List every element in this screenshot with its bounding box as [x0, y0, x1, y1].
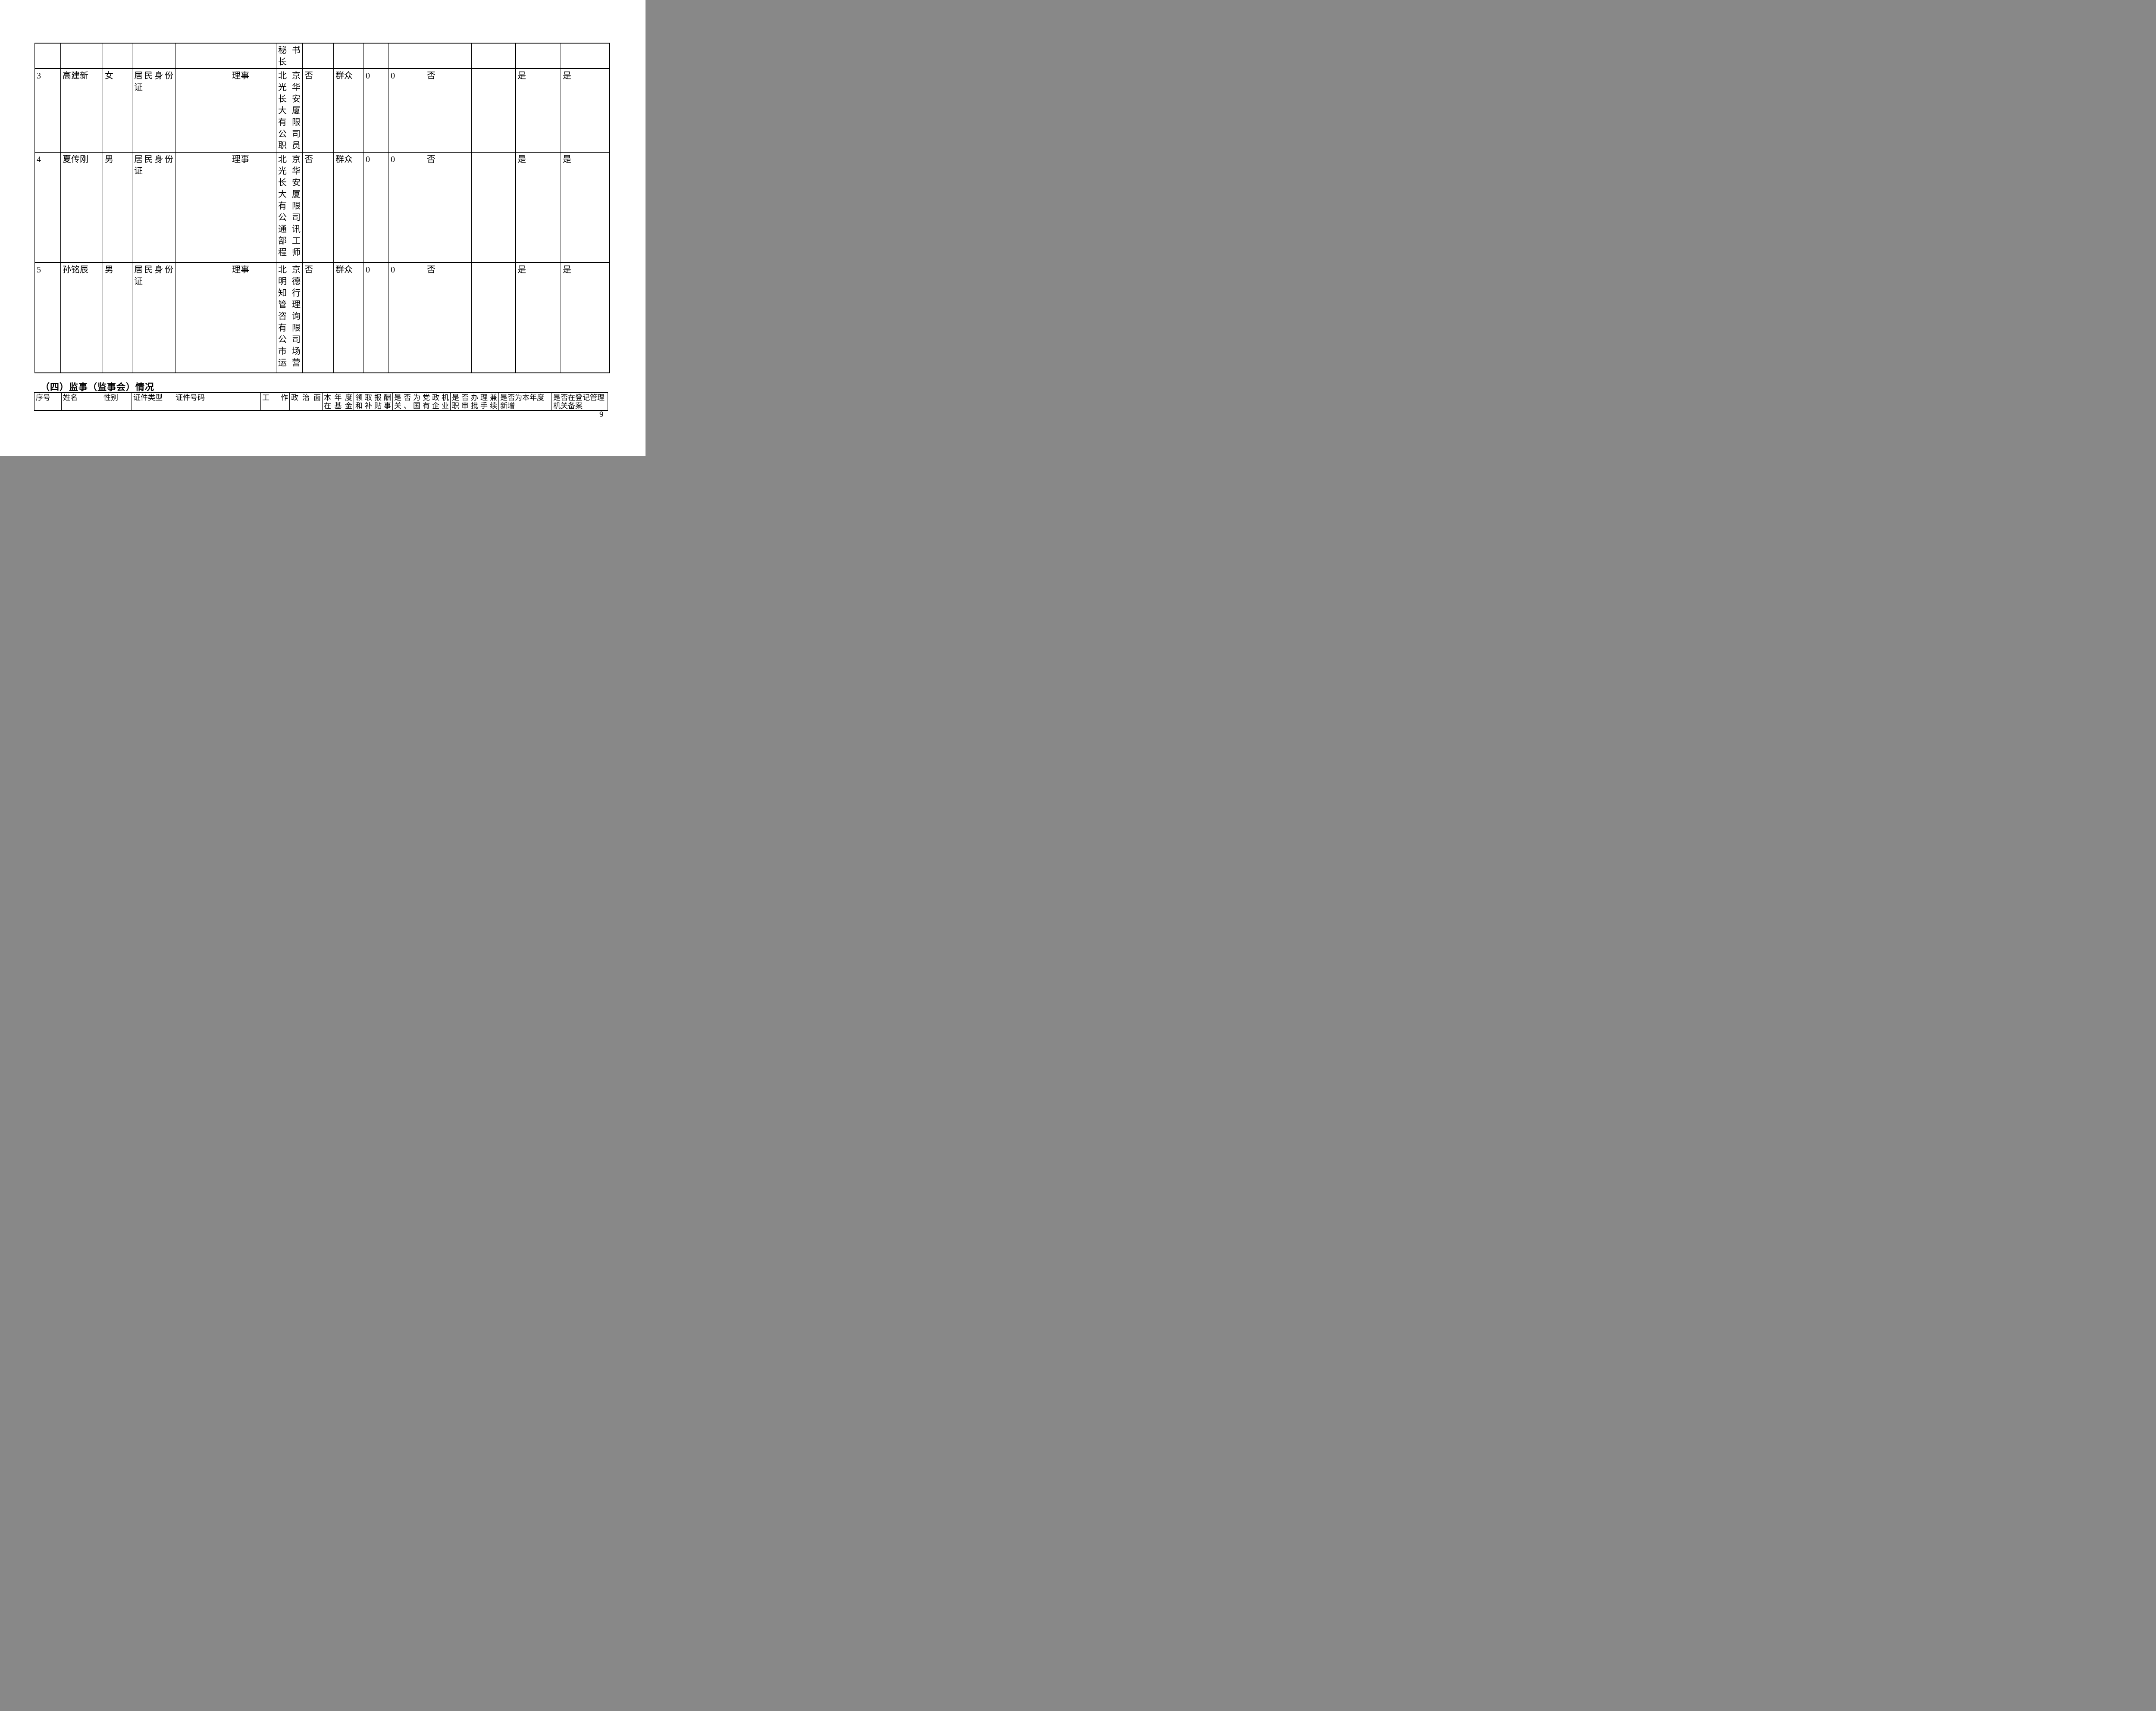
cell-registered [561, 43, 610, 69]
cell-political-status: 群众 [333, 68, 364, 153]
header-concurrent-approval: 是否办理兼 职审批手续 [450, 392, 499, 411]
header-seq: 序号 [34, 392, 62, 411]
cell-subsidy [389, 43, 425, 69]
cell-new-this-year: 是 [515, 262, 561, 373]
cell-remuneration: 0 [364, 152, 389, 263]
cell-fulltime: 否 [302, 262, 334, 373]
cell-subsidy: 0 [389, 262, 425, 373]
cell-new-this-year [515, 43, 561, 69]
cell-gov-enterprise [425, 43, 472, 69]
cell-position: 理事 [230, 262, 276, 373]
cell-concurrent-approval [471, 43, 516, 69]
cell-gov-enterprise: 否 [425, 152, 472, 263]
cell-gender: 男 [103, 152, 132, 263]
header-id-type: 证件类型 [132, 392, 174, 411]
cell-employer: 北京 明德 知行 管理 咨询 有限 公司 市场 运营 [276, 262, 303, 373]
cell-gender [103, 43, 132, 69]
section-heading: （四）监事（监事会）情况 [41, 382, 154, 392]
header-gov-enterprise: 是否为党政机 关、国有企业 [392, 392, 451, 411]
header-name: 姓名 [61, 392, 102, 411]
cell-subsidy: 0 [389, 152, 425, 263]
cell-political-status [333, 43, 364, 69]
cell-employer: 北京 光华 长安 大厦 有限 公司 职员 [276, 68, 303, 153]
cell-seq: 4 [34, 152, 61, 263]
cell-id-number [175, 152, 230, 263]
header-work: 工作 [260, 392, 290, 411]
cell-name [60, 43, 103, 69]
cell-name: 高建新 [60, 68, 103, 153]
header-new-this-year: 是否为本年度 新增 [498, 392, 552, 411]
header-id-number: 证件号码 [174, 392, 261, 411]
supervisors-table: 序号 姓名 性别 证件类型 证件号码 工作 政治面 本年度 在基金 领取报酬 和… [34, 392, 608, 411]
cell-gender: 男 [103, 262, 132, 373]
header-in-foundation: 本年度 在基金 [322, 392, 354, 411]
cell-gender: 女 [103, 68, 132, 153]
table-row-5: 5 孙铭辰 男 居民身份 证 理事 北京 明德 知行 管理 咨询 有限 公司 市… [34, 262, 610, 373]
cell-concurrent-approval [471, 152, 516, 263]
board-members-table: 秘书 长 3 高建新 女 居民身份 证 理事 北京 光华 长安 大厦 有限 公司… [34, 43, 610, 373]
page-number: 9 [599, 410, 604, 419]
cell-employer: 秘书 长 [276, 43, 303, 69]
cell-gov-enterprise: 否 [425, 68, 472, 153]
header-remuneration: 领取报酬 和补贴事 [354, 392, 393, 411]
cell-registered: 是 [561, 262, 610, 373]
table-row-3: 3 高建新 女 居民身份 证 理事 北京 光华 长安 大厦 有限 公司 职员 否… [34, 68, 610, 153]
cell-registered: 是 [561, 152, 610, 263]
cell-id-number [175, 68, 230, 153]
table-row-partial: 秘书 长 [34, 43, 610, 69]
cell-name: 夏传刚 [60, 152, 103, 263]
cell-position [230, 43, 276, 69]
cell-employer: 北京 光华 长安 大厦 有限 公司 通讯 部工 程师 [276, 152, 303, 263]
cell-remuneration: 0 [364, 68, 389, 153]
cell-subsidy: 0 [389, 68, 425, 153]
cell-id-type: 居民身份 证 [132, 68, 175, 153]
table-row-4: 4 夏传刚 男 居民身份 证 理事 北京 光华 长安 大厦 有限 公司 通讯 部… [34, 152, 610, 263]
cell-id-type: 居民身份 证 [132, 152, 175, 263]
cell-id-number [175, 262, 230, 373]
cell-seq [34, 43, 61, 69]
cell-registered: 是 [561, 68, 610, 153]
document-page: 秘书 长 3 高建新 女 居民身份 证 理事 北京 光华 长安 大厦 有限 公司… [0, 0, 646, 456]
cell-seq: 3 [34, 68, 61, 153]
cell-fulltime [302, 43, 334, 69]
cell-position: 理事 [230, 68, 276, 153]
cell-new-this-year: 是 [515, 152, 561, 263]
cell-id-number [175, 43, 230, 69]
cell-political-status: 群众 [333, 262, 364, 373]
header-registered: 是否在登记管理 机关备案 [552, 392, 608, 411]
header-political-status: 政治面 [289, 392, 323, 411]
cell-name: 孙铭辰 [60, 262, 103, 373]
supervisors-header-row: 序号 姓名 性别 证件类型 证件号码 工作 政治面 本年度 在基金 领取报酬 和… [34, 392, 608, 411]
cell-fulltime: 否 [302, 68, 334, 153]
cell-id-type [132, 43, 175, 69]
cell-seq: 5 [34, 262, 61, 373]
cell-position: 理事 [230, 152, 276, 263]
cell-gov-enterprise: 否 [425, 262, 472, 373]
cell-id-type: 居民身份 证 [132, 262, 175, 373]
cell-new-this-year: 是 [515, 68, 561, 153]
cell-remuneration: 0 [364, 262, 389, 373]
cell-fulltime: 否 [302, 152, 334, 263]
cell-concurrent-approval [471, 262, 516, 373]
cell-concurrent-approval [471, 68, 516, 153]
header-gender: 性别 [102, 392, 132, 411]
cell-remuneration [364, 43, 389, 69]
cell-political-status: 群众 [333, 152, 364, 263]
